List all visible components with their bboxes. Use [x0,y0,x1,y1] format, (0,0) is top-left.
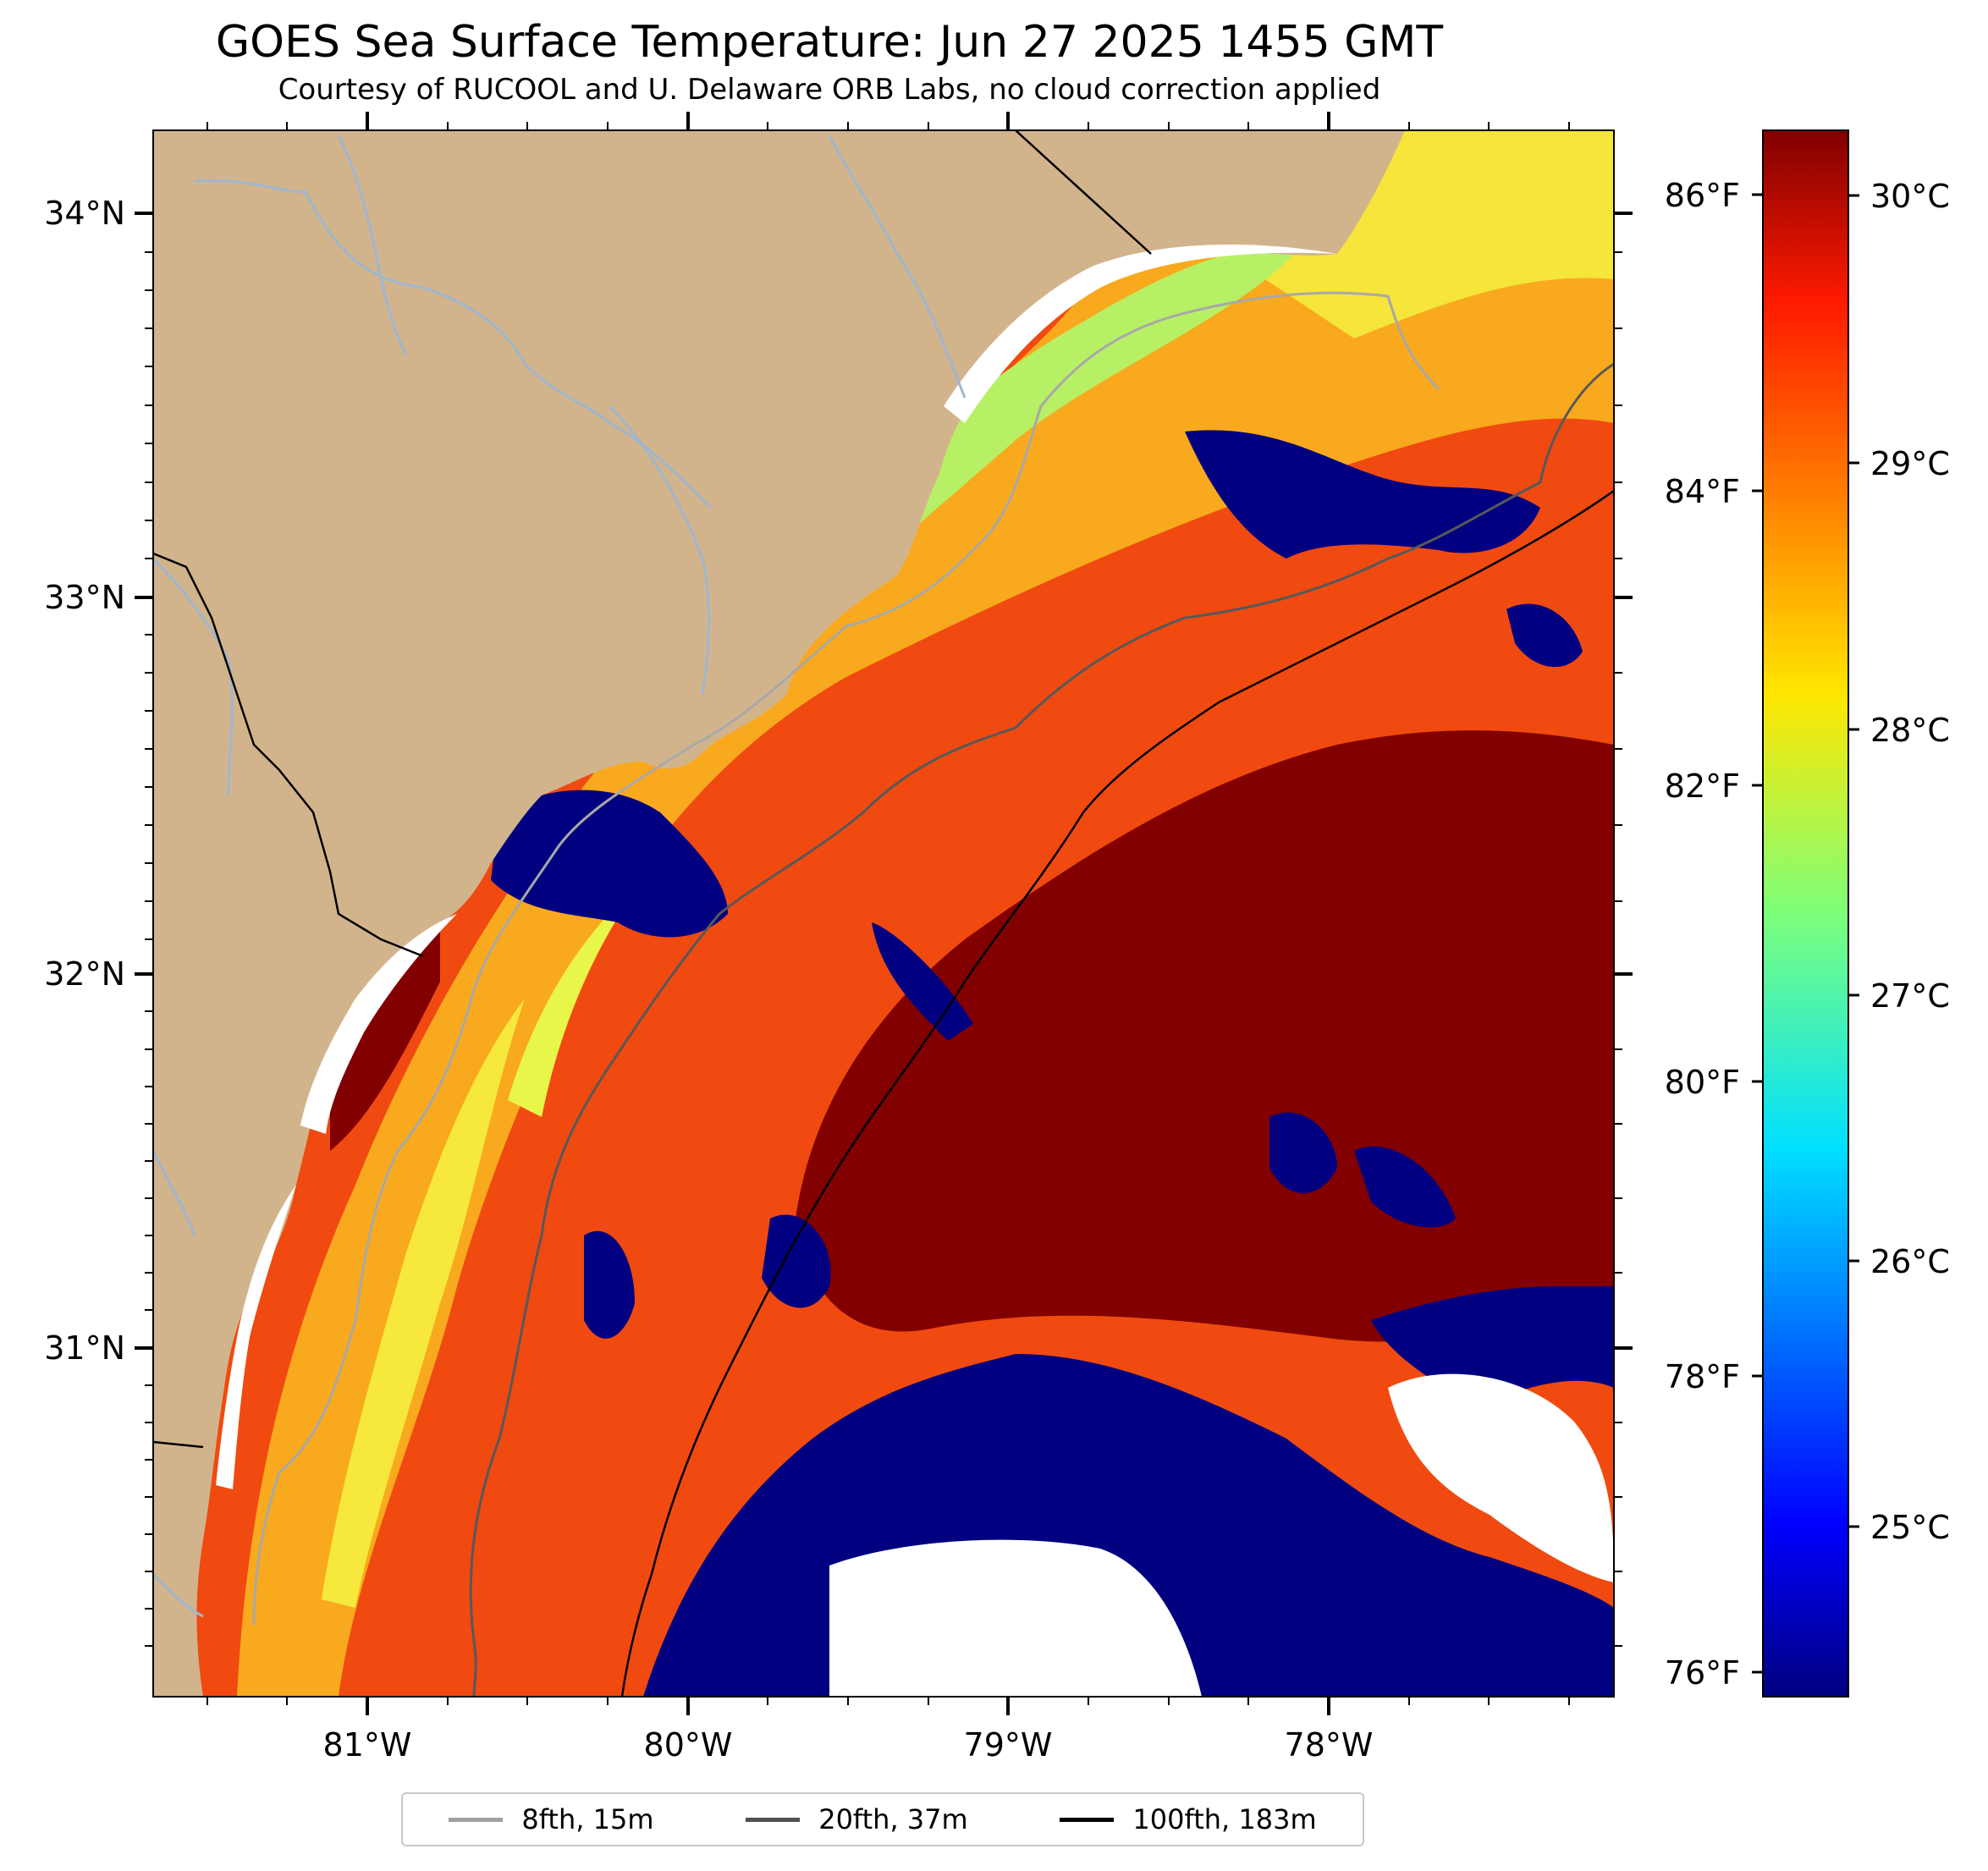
isobath-legend: 8fth, 15m 20fth, 37m 100fth, 183m [401,1792,1364,1846]
celsius-ticks [1848,194,1859,1528]
legend-swatch-20fth [746,1817,801,1822]
celsius-label-28: 28°C [1870,712,1950,749]
legend-label-8fth: 8fth, 15m [521,1803,654,1835]
map-subtitle: Courtesy of RUCOOL and U. Delaware ORB L… [278,73,1381,107]
lat-label-33: 33°N [44,579,125,616]
lon-label-78: 78°W [1285,1726,1374,1764]
legend-label-20fth: 20fth, 37m [818,1803,968,1835]
fahrenheit-label-78: 78°F [1665,1358,1740,1395]
map-title: GOES Sea Surface Temperature: Jun 27 202… [215,17,1444,68]
legend-item-100fth: 100fth, 183m [1060,1803,1317,1835]
lon-ticks [366,112,1330,1715]
cold-patch-north [1185,430,1540,559]
fahrenheit-label-80: 80°F [1665,1064,1740,1101]
celsius-label-26: 26°C [1870,1243,1950,1280]
lon-label-80: 80°W [644,1726,733,1764]
lat-label-34: 34°N [44,195,125,232]
lat-label-31: 31°N [44,1329,125,1367]
fahrenheit-label-76: 76°F [1665,1654,1740,1692]
legend-item-8fth: 8fth, 15m [449,1803,653,1835]
celsius-label-27: 27°C [1870,977,1950,1015]
missing-data-southeast [1388,1373,1614,1582]
legend-label-100fth: 100fth, 183m [1132,1803,1317,1835]
lat-ticks [135,212,1633,1350]
celsius-label-30: 30°C [1870,178,1950,215]
map-area [153,130,1614,1697]
lon-label-79: 79°W [964,1726,1053,1764]
land-mass [153,130,1405,1697]
isobath-8fth [252,291,1440,1626]
lat-label-32: 32°N [44,955,125,993]
rivers [153,135,966,1618]
isobath-20fth [469,362,1614,1697]
colorbar [1762,129,1849,1698]
isobath-100fth [620,489,1614,1697]
fahrenheit-label-86: 86°F [1665,177,1740,214]
fahrenheit-label-84: 84°F [1665,473,1740,510]
fahrenheit-ticks [1752,193,1763,1674]
legend-item-20fth: 20fth, 37m [746,1803,968,1835]
fahrenheit-label-82: 82°F [1665,768,1740,805]
legend-swatch-100fth [1060,1817,1115,1822]
map-frame [152,129,1615,1698]
legend-swatch-8fth [449,1817,504,1822]
lon-label-81: 81°W [323,1726,412,1764]
minor-ticks [145,122,1622,1705]
celsius-label-29: 29°C [1870,445,1950,482]
celsius-label-25: 25°C [1870,1509,1950,1546]
state-borders [153,130,1152,1449]
